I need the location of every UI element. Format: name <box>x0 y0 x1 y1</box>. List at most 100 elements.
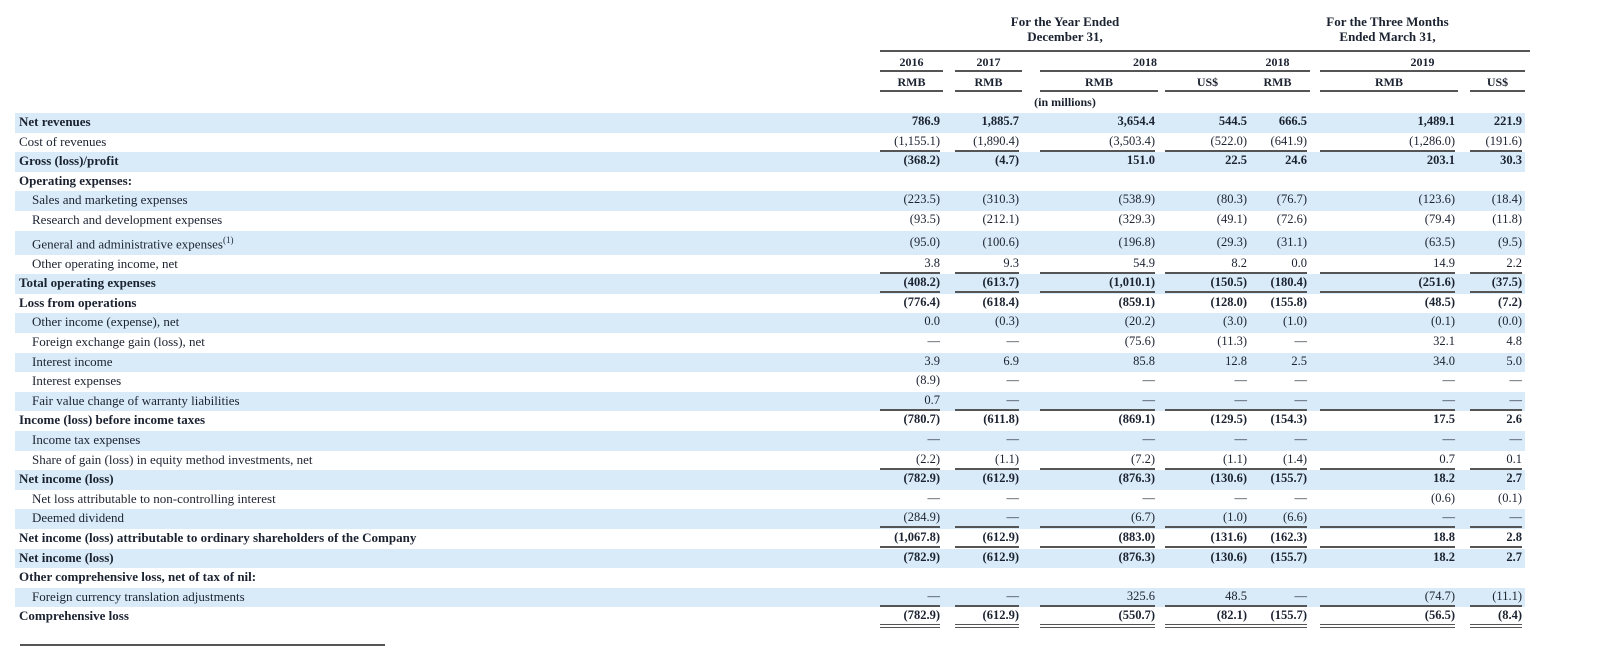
value-cell: 666.5 <box>1278 114 1307 128</box>
row-label-text: Gross (loss)/profit <box>19 153 119 169</box>
table-row: Net income (loss) (782.9) (612.9) (876.3) (1… <box>15 548 1525 569</box>
value-cell: 85.8 <box>1133 353 1155 368</box>
value-cell: 9.3 <box>955 256 1019 274</box>
table-row: Loss from operations (776.4) (618.4) (859.1… <box>15 294 1525 314</box>
value-cell: — <box>1040 393 1155 411</box>
value-cell: — <box>1509 373 1523 388</box>
row-label: Interest income <box>32 354 113 370</box>
value-cell: 18.8 <box>1320 530 1455 548</box>
value-cell: (80.3) <box>1216 192 1247 207</box>
row-label-text: Cost of revenues <box>19 133 107 149</box>
value-cell: (550.7) <box>1040 608 1155 629</box>
value-cell: (6.7) <box>1040 510 1155 529</box>
row-label-text: General and administrative expenses <box>32 235 223 251</box>
value-cell: 32.1 <box>1433 334 1455 348</box>
row-label-text: Sales and marketing expenses <box>32 192 188 208</box>
table-row: Net income (loss) (782.9) (612.9) (876.3) (1… <box>15 470 1525 490</box>
row-label-text: Foreign currency translation adjustments <box>32 588 245 604</box>
header-line: For the Year Ended <box>1010 14 1120 29</box>
value-cell: (191.6) <box>1470 134 1522 152</box>
row-label: Net income (loss) <box>19 550 114 566</box>
value-cell: (48.5) <box>1424 294 1455 309</box>
value-cell: 17.5 <box>1433 412 1455 427</box>
value-cell: — <box>1245 393 1307 411</box>
value-cell: 203.1 <box>1426 153 1455 168</box>
table-row: Deemed dividend (284.9) — (6.7) (1.0) (6.6) — — <box>15 509 1525 529</box>
value-cell: (155.8) <box>1270 294 1307 309</box>
year-header: 2016 <box>880 55 943 72</box>
value-cell: (2.2) <box>880 452 940 470</box>
row-label: Foreign exchange gain (loss), net <box>32 334 205 350</box>
value-cell: (612.9) <box>955 608 1019 629</box>
table-row: Gross (loss)/profit (368.2) (4.7) 151.0 22.5… <box>15 152 1525 172</box>
value-cell: (93.5) <box>909 212 940 226</box>
value-cell: — <box>1142 432 1156 446</box>
year-header: 2018 <box>1245 55 1310 72</box>
value-cell: (284.9) <box>880 510 940 529</box>
table-row: Net loss attributable to non-controlling… <box>15 490 1525 510</box>
value-cell: (20.2) <box>1124 314 1155 329</box>
row-label-text: Research and development expenses <box>32 212 223 227</box>
year-header: 2018 <box>1040 55 1250 72</box>
value-cell: — <box>1320 510 1455 529</box>
table-row: Other comprehensive loss, net of tax of … <box>15 568 1525 588</box>
value-cell: (79.4) <box>1424 212 1455 226</box>
value-cell: — <box>927 490 941 505</box>
table-row: Cost of revenues (1,155.1) (1,890.4) (3,503… <box>15 133 1525 153</box>
table-row: Income (loss) before income taxes (780.7)… <box>15 411 1525 431</box>
table-row: Interest expenses (8.9) — — — — — — <box>15 372 1525 392</box>
table-row: Research and development expenses (93.5) (… <box>15 211 1525 231</box>
row-label-text: Net loss attributable to non-controlling… <box>32 490 276 506</box>
value-cell: (180.4) <box>1245 275 1307 294</box>
row-label-text: Income (loss) before income taxes <box>19 412 206 428</box>
row-label: Deemed dividend <box>32 510 124 526</box>
value-cell: (130.6) <box>1210 549 1247 564</box>
value-cell: (1,010.1) <box>1040 275 1155 294</box>
value-cell: (3.0) <box>1223 314 1247 329</box>
header-rule <box>880 50 1250 52</box>
value-cell: — <box>1294 373 1308 388</box>
value-cell: (0.6) <box>1431 490 1455 505</box>
value-cell: 2.6 <box>1506 412 1522 427</box>
row-label-text: Interest income <box>32 353 113 369</box>
row-label-text: Other operating income, net <box>32 255 178 271</box>
table-row: Sales and marketing expenses (223.5) (310.… <box>15 191 1525 211</box>
value-cell: — <box>1294 490 1308 505</box>
value-cell: (49.1) <box>1216 212 1247 226</box>
row-label: Research and development expenses <box>32 212 222 228</box>
value-cell: (1,067.8) <box>880 530 940 548</box>
value-cell: (612.9) <box>955 530 1019 548</box>
row-label: Fair value change of warranty liabilitie… <box>32 393 240 409</box>
value-cell: (155.7) <box>1270 549 1307 564</box>
value-cell: (329.3) <box>1118 212 1155 226</box>
value-cell: — <box>955 393 1019 411</box>
value-cell: 3,654.4 <box>1117 114 1156 128</box>
value-cell: — <box>1234 490 1248 505</box>
value-cell: — <box>955 510 1019 529</box>
value-cell: (611.8) <box>983 412 1019 427</box>
value-cell: (150.5) <box>1165 275 1247 294</box>
row-label: Loss from operations <box>19 295 136 311</box>
value-cell: (7.2) <box>1040 452 1155 470</box>
value-cell: 18.2 <box>1433 549 1455 564</box>
value-cell: — <box>927 432 941 446</box>
value-cell: — <box>1142 490 1156 505</box>
value-cell: (8.9) <box>916 373 940 388</box>
value-cell: 3.9 <box>924 353 940 368</box>
row-label: Income (loss) before income taxes <box>19 412 205 428</box>
value-cell: — <box>1442 373 1456 388</box>
value-cell: (56.5) <box>1320 608 1455 629</box>
value-cell: (9.5) <box>1498 234 1522 249</box>
row-label-text: Fair value change of warranty liabilitie… <box>32 392 240 408</box>
value-cell: (74.7) <box>1320 589 1455 607</box>
value-cell: — <box>927 334 941 348</box>
value-cell: (641.9) <box>1245 134 1307 152</box>
value-cell: (613.7) <box>955 275 1019 294</box>
value-cell: (522.0) <box>1165 134 1247 152</box>
table-row: Interest income 3.9 6.9 85.8 12.8 2.5 34.0 5.0 <box>15 352 1525 373</box>
value-cell: — <box>1509 432 1523 446</box>
value-cell: (31.1) <box>1276 234 1307 249</box>
row-label: Income tax expenses <box>32 432 140 448</box>
value-cell: (11.8) <box>1492 212 1522 226</box>
value-cell: (612.9) <box>982 471 1019 486</box>
